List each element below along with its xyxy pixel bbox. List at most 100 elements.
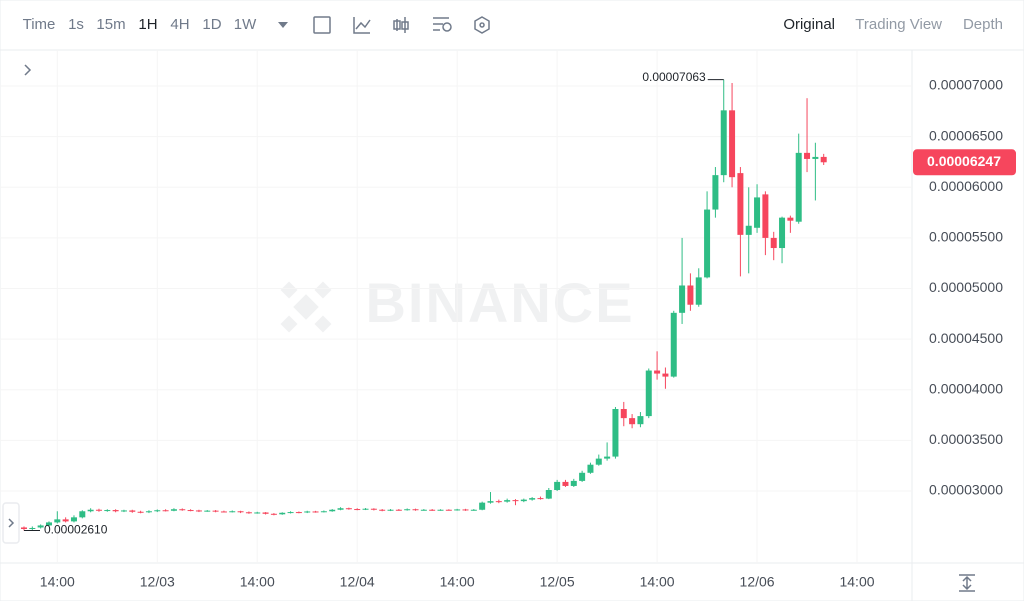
candle-body bbox=[804, 152, 811, 159]
interval-tab[interactable]: 1H bbox=[138, 16, 157, 33]
candle-body bbox=[454, 509, 461, 511]
candle-body bbox=[470, 509, 477, 511]
logo-part bbox=[293, 294, 319, 320]
candle-body bbox=[137, 511, 144, 513]
last-price-badge bbox=[913, 149, 1016, 176]
candle-body bbox=[429, 509, 436, 511]
candle-body bbox=[320, 511, 327, 513]
candle-body bbox=[487, 501, 494, 503]
candle-body bbox=[295, 512, 302, 514]
y-tick-label: 0.00003000 bbox=[929, 482, 1003, 498]
candle-body bbox=[495, 501, 502, 503]
view-tab[interactable]: Trading View bbox=[855, 16, 942, 33]
candle-body bbox=[537, 498, 544, 500]
expand-icon[interactable] bbox=[24, 64, 32, 76]
view-tab[interactable]: Depth bbox=[963, 16, 1003, 33]
candle-body bbox=[229, 511, 236, 513]
logo-part bbox=[280, 315, 298, 333]
candle-body bbox=[187, 510, 194, 512]
interval-tab[interactable]: 1W bbox=[234, 16, 257, 33]
settings-icon[interactable] bbox=[474, 16, 490, 34]
side-panel-tab[interactable] bbox=[2, 502, 20, 544]
x-tick-label: 12/04 bbox=[340, 574, 375, 590]
candle-body bbox=[787, 217, 794, 221]
candle-body bbox=[704, 209, 711, 278]
y-tick-label: 0.00006000 bbox=[929, 178, 1003, 194]
candle-body bbox=[629, 418, 636, 425]
candle-body bbox=[95, 509, 102, 511]
interval-tab[interactable]: Time bbox=[23, 16, 56, 33]
candle-body bbox=[79, 511, 86, 518]
candle-body bbox=[504, 500, 511, 502]
candle-body bbox=[237, 511, 244, 513]
candle-body bbox=[712, 175, 719, 210]
candle-body bbox=[745, 225, 752, 235]
candle-body bbox=[820, 156, 827, 163]
candle-body bbox=[220, 511, 227, 513]
candle-body bbox=[37, 525, 44, 528]
interval-tab[interactable]: 1D bbox=[202, 16, 221, 33]
dropdown-icon[interactable] bbox=[278, 22, 288, 28]
toolbar-icons bbox=[2, 16, 975, 592]
candle-icon[interactable] bbox=[393, 17, 409, 33]
candle-body bbox=[662, 373, 669, 377]
candle-body bbox=[445, 509, 452, 511]
candle-body bbox=[154, 510, 161, 512]
candle-body bbox=[412, 509, 419, 511]
candle-body bbox=[70, 517, 77, 522]
annotation-label: 0.00002610 bbox=[44, 523, 108, 537]
view-tab[interactable]: Original bbox=[783, 16, 835, 33]
candle-body bbox=[29, 527, 36, 529]
watermark-logo bbox=[280, 281, 332, 333]
candle-body bbox=[420, 509, 427, 511]
candle-body bbox=[654, 370, 661, 374]
candle-body bbox=[270, 513, 277, 515]
candle-body bbox=[595, 458, 602, 465]
x-tick-label: 14:00 bbox=[839, 574, 874, 590]
y-tick-label: 0.00004500 bbox=[929, 330, 1003, 346]
x-tick-label: 14:00 bbox=[440, 574, 475, 590]
y-tick-label: 0.00007000 bbox=[929, 77, 1003, 93]
x-tick-label: 12/05 bbox=[540, 574, 575, 590]
candle-body bbox=[62, 519, 69, 522]
candle-body bbox=[345, 508, 352, 510]
candle-body bbox=[54, 519, 61, 523]
logo-part bbox=[314, 315, 332, 333]
candle-body bbox=[770, 237, 777, 249]
candle-body bbox=[329, 509, 336, 512]
x-tick-label: 14:00 bbox=[640, 574, 675, 590]
candle-body bbox=[387, 509, 394, 511]
candle-body bbox=[170, 509, 177, 511]
candle-body bbox=[404, 509, 411, 511]
interval-tab[interactable]: 4H bbox=[170, 16, 189, 33]
interval-tab[interactable]: 1s bbox=[68, 16, 84, 33]
candle-body bbox=[754, 197, 761, 228]
candle-body bbox=[312, 511, 319, 513]
x-tick-label: 14:00 bbox=[240, 574, 275, 590]
calendar-icon[interactable] bbox=[313, 16, 331, 34]
candle-body bbox=[162, 510, 169, 512]
candle-body bbox=[179, 509, 186, 511]
y-tick-label: 0.00006500 bbox=[929, 127, 1003, 143]
candle-body bbox=[737, 173, 744, 235]
line-icon[interactable] bbox=[353, 17, 371, 34]
indicator-icon[interactable] bbox=[433, 17, 452, 32]
interval-tab[interactable]: 15m bbox=[96, 16, 125, 33]
candle-body bbox=[612, 409, 619, 457]
candle-body bbox=[129, 510, 136, 512]
scale-icon[interactable] bbox=[959, 574, 975, 592]
candle-body bbox=[254, 512, 261, 514]
candle-body bbox=[212, 510, 219, 512]
x-tick-label: 14:00 bbox=[40, 574, 75, 590]
candle-body bbox=[479, 502, 486, 510]
candle-body bbox=[245, 512, 252, 514]
candle-body bbox=[729, 110, 736, 178]
candle-body bbox=[620, 409, 627, 419]
candle-body bbox=[604, 456, 611, 459]
candle-body bbox=[87, 509, 94, 512]
candle-body bbox=[287, 512, 294, 514]
logo-part bbox=[280, 281, 298, 299]
candle-body bbox=[579, 472, 586, 481]
